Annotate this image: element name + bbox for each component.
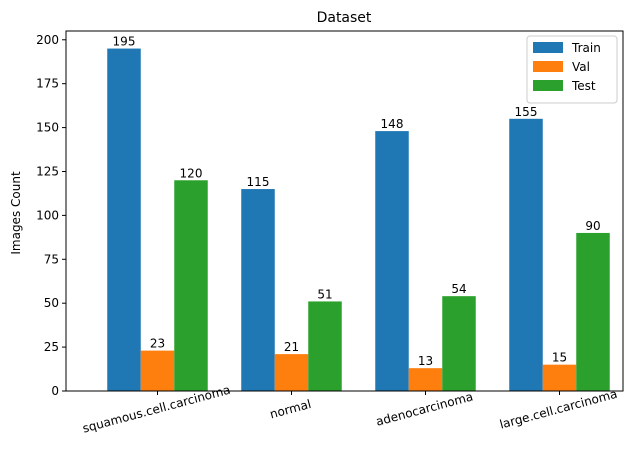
- bar-train: [375, 131, 409, 391]
- bar-labels-group: 195 23 120 115 21 51 148 13 54 155 15 90: [113, 35, 601, 369]
- bar-value-label: 13: [418, 354, 433, 368]
- y-tick-label: 0: [51, 384, 59, 398]
- bar-value-label: 15: [552, 351, 567, 365]
- bar-train: [509, 118, 543, 392]
- legend-label: Train: [571, 41, 601, 55]
- legend: Train Val Test: [526, 35, 618, 104]
- x-tick-label: large.cell.carcinoma: [498, 387, 619, 432]
- bar-test: [308, 301, 342, 391]
- bar-train: [241, 189, 275, 391]
- chart-title: Dataset: [317, 10, 372, 26]
- bar-value-label: 54: [451, 282, 466, 296]
- bar-val: [274, 354, 309, 391]
- y-tick-label: 200: [36, 33, 59, 47]
- bar-value-label: 120: [180, 166, 203, 180]
- bar-test: [174, 180, 208, 391]
- y-tick-label: 125: [36, 164, 59, 178]
- plot-frame: [65, 30, 624, 392]
- bar-value-label: 51: [317, 287, 332, 301]
- legend-swatch-train: [533, 42, 563, 53]
- bars-group: [107, 48, 610, 392]
- bar-value-label: 23: [150, 337, 165, 351]
- legend-label: Val: [572, 60, 590, 74]
- bar-value-label: 195: [113, 35, 136, 49]
- bar-value-label: 155: [515, 105, 538, 119]
- bar-test: [576, 232, 610, 391]
- bar-value-label: 115: [247, 175, 270, 189]
- y-axis: 0 25 50 75 100 125 150 175 200: [36, 33, 66, 398]
- legend-swatch-val: [533, 61, 563, 72]
- bar-test: [442, 296, 476, 391]
- bar-val: [542, 364, 577, 391]
- y-tick-label: 50: [44, 296, 59, 310]
- y-tick-label: 100: [36, 208, 59, 222]
- legend-label: Test: [571, 79, 596, 93]
- bar-value-label: 90: [585, 219, 600, 233]
- y-tick-label: 175: [36, 77, 59, 91]
- bar-train: [107, 48, 141, 391]
- bar-value-label: 21: [284, 340, 299, 354]
- bar-value-label: 148: [381, 117, 404, 131]
- x-tick-label: normal: [268, 397, 312, 421]
- x-tick-label: adenocarcinoma: [374, 389, 474, 428]
- legend-swatch-test: [533, 80, 563, 91]
- y-tick-label: 75: [44, 252, 59, 266]
- y-axis-label: Images Count: [9, 171, 23, 255]
- y-tick-label: 150: [36, 121, 59, 135]
- bar-val: [140, 350, 175, 391]
- bar-val: [408, 368, 443, 391]
- y-tick-label: 25: [44, 340, 59, 354]
